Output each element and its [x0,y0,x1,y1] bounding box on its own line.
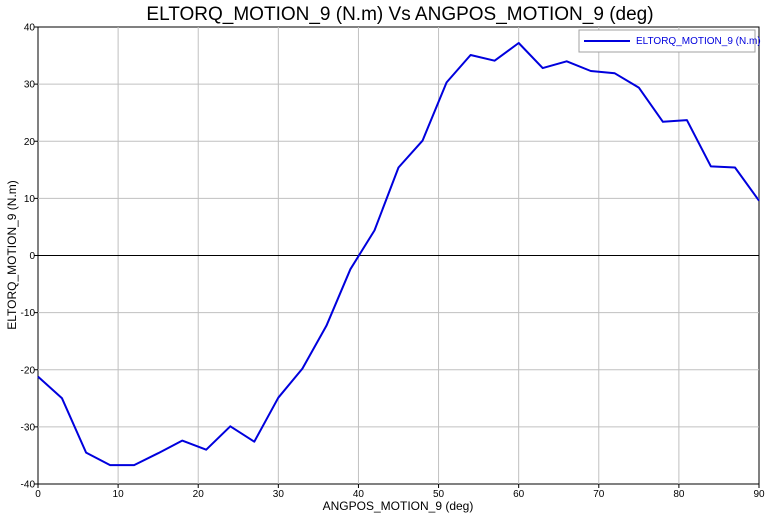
y-tick-label: 10 [24,194,36,205]
grid [38,27,759,484]
legend-entry: ELTORQ_MOTION_9 (N.m) [636,36,761,47]
x-tick-label: 40 [353,489,365,500]
y-tick-label: 40 [24,23,36,34]
y-tick-label: 30 [24,80,36,91]
chart-title: ELTORQ_MOTION_9 (N.m) Vs ANGPOS_MOTION_9… [146,4,653,25]
y-tick-label: -40 [21,480,36,491]
legend-box [578,29,756,53]
y-tick-label: 0 [29,251,35,262]
y-tick-label: -30 [21,422,36,433]
x-tick-label: 70 [593,489,605,500]
x-tick-label: 80 [673,489,685,500]
x-tick-label: 30 [273,489,285,500]
x-tick-label: 0 [35,489,41,500]
x-axis-label: ANGPOS_MOTION_9 (deg) [323,499,474,513]
ticks: 0 10 20 30 40 50 60 70 80 90 -40 -30 -20 -10 0 10 20 30 40 [21,23,765,501]
x-tick-label: 60 [513,489,525,500]
series-line [37,42,760,467]
x-tick-label: 90 [753,489,765,500]
x-tick-label: 10 [113,489,125,500]
legend: ELTORQ_MOTION_9 (N.m) [578,29,761,53]
x-tick-label: 20 [193,489,205,500]
y-tick-label: -10 [21,308,36,319]
y-tick-label: 20 [24,137,36,148]
y-tick-label: -20 [21,365,36,376]
y-axis-label: ELTORQ_MOTION_9 (N.m) [5,180,19,330]
x-tick-label: 50 [433,489,445,500]
series-layer [37,42,760,467]
